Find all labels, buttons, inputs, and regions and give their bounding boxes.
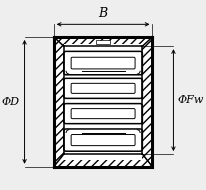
FancyBboxPatch shape <box>71 57 135 69</box>
Bar <box>64 46 142 154</box>
Bar <box>54 160 152 167</box>
FancyBboxPatch shape <box>71 109 135 119</box>
Text: ΦD: ΦD <box>2 97 20 107</box>
Text: ΦFw: ΦFw <box>178 95 204 105</box>
FancyBboxPatch shape <box>64 104 142 124</box>
Bar <box>96 40 110 44</box>
Bar <box>54 44 64 160</box>
Bar <box>54 37 152 167</box>
FancyBboxPatch shape <box>71 83 135 93</box>
FancyBboxPatch shape <box>64 51 142 75</box>
FancyBboxPatch shape <box>64 78 142 98</box>
FancyBboxPatch shape <box>64 129 142 151</box>
FancyBboxPatch shape <box>71 135 135 146</box>
Text: B: B <box>98 7 108 20</box>
Bar <box>142 44 152 160</box>
Bar <box>54 37 152 44</box>
